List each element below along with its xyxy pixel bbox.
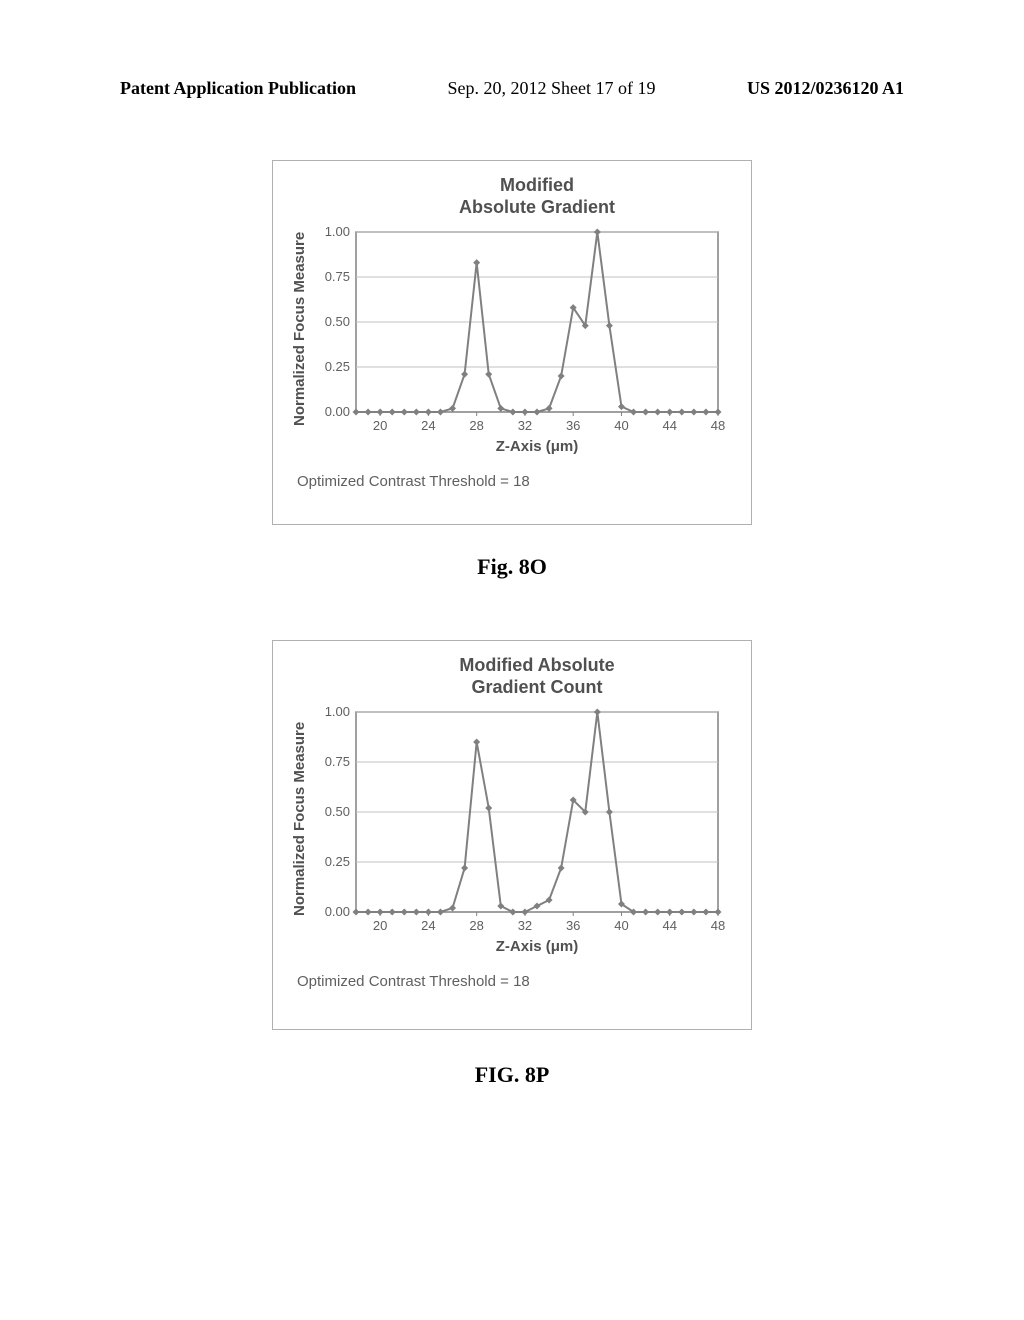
svg-text:0.50: 0.50 <box>325 314 350 329</box>
svg-text:32: 32 <box>518 418 532 433</box>
svg-text:20: 20 <box>373 918 387 933</box>
threshold-note: Optimized Contrast Threshold = 18 <box>287 973 737 990</box>
svg-text:44: 44 <box>662 418 676 433</box>
svg-text:28: 28 <box>469 918 483 933</box>
svg-text:40: 40 <box>614 918 628 933</box>
svg-text:0.75: 0.75 <box>325 269 350 284</box>
chart-svg: 0.00 0.25 0.50 0.75 1.00 20 24 28 32 36 40 44 48 <box>308 224 728 434</box>
svg-text:40: 40 <box>614 418 628 433</box>
svg-text:48: 48 <box>711 918 725 933</box>
figure-caption-8p: FIG. 8P <box>272 1062 752 1088</box>
chart-title: Modified AbsoluteGradient Count <box>287 655 737 698</box>
page-header: Patent Application Publication Sep. 20, … <box>0 78 1024 99</box>
chart-title: ModifiedAbsolute Gradient <box>287 175 737 218</box>
svg-text:24: 24 <box>421 418 435 433</box>
header-right: US 2012/0236120 A1 <box>747 78 904 99</box>
chart-svg: 0.00 0.25 0.50 0.75 1.00 20 24 28 32 36 40 44 48 <box>308 704 728 934</box>
chart-modified-absolute-gradient: ModifiedAbsolute Gradient Normalized Foc… <box>272 160 752 525</box>
svg-text:1.00: 1.00 <box>325 224 350 239</box>
svg-text:0.75: 0.75 <box>325 754 350 769</box>
header-center: Sep. 20, 2012 Sheet 17 of 19 <box>448 78 656 99</box>
header-left: Patent Application Publication <box>120 78 356 99</box>
svg-text:28: 28 <box>469 418 483 433</box>
x-axis-label: Z-Axis (μm) <box>287 938 737 955</box>
svg-text:0.00: 0.00 <box>325 404 350 419</box>
svg-text:32: 32 <box>518 918 532 933</box>
svg-text:0.25: 0.25 <box>325 854 350 869</box>
plot-area: 0.00 0.25 0.50 0.75 1.00 20 24 28 32 36 40 44 48 <box>308 704 737 934</box>
plot-area: 0.00 0.25 0.50 0.75 1.00 20 24 28 32 36 40 44 48 <box>308 224 737 434</box>
figure-caption-8o: Fig. 8O <box>272 554 752 580</box>
svg-text:20: 20 <box>373 418 387 433</box>
plot-wrap: Normalized Focus Measure 0.00 0.25 0.50 0.7… <box>287 704 737 934</box>
y-axis-label: Normalized Focus Measure <box>287 229 308 429</box>
svg-text:36: 36 <box>566 918 580 933</box>
plot-wrap: Normalized Focus Measure 0.00 0.25 0.50 0.7… <box>287 224 737 434</box>
x-axis-label: Z-Axis (μm) <box>287 438 737 455</box>
svg-text:24: 24 <box>421 918 435 933</box>
svg-text:0.00: 0.00 <box>325 904 350 919</box>
threshold-note: Optimized Contrast Threshold = 18 <box>287 473 737 490</box>
y-axis-label: Normalized Focus Measure <box>287 719 308 919</box>
chart-modified-absolute-gradient-count: Modified AbsoluteGradient Count Normaliz… <box>272 640 752 1030</box>
svg-text:36: 36 <box>566 418 580 433</box>
svg-text:0.50: 0.50 <box>325 804 350 819</box>
svg-text:44: 44 <box>662 918 676 933</box>
svg-text:1.00: 1.00 <box>325 704 350 719</box>
svg-text:0.25: 0.25 <box>325 359 350 374</box>
svg-text:48: 48 <box>711 418 725 433</box>
